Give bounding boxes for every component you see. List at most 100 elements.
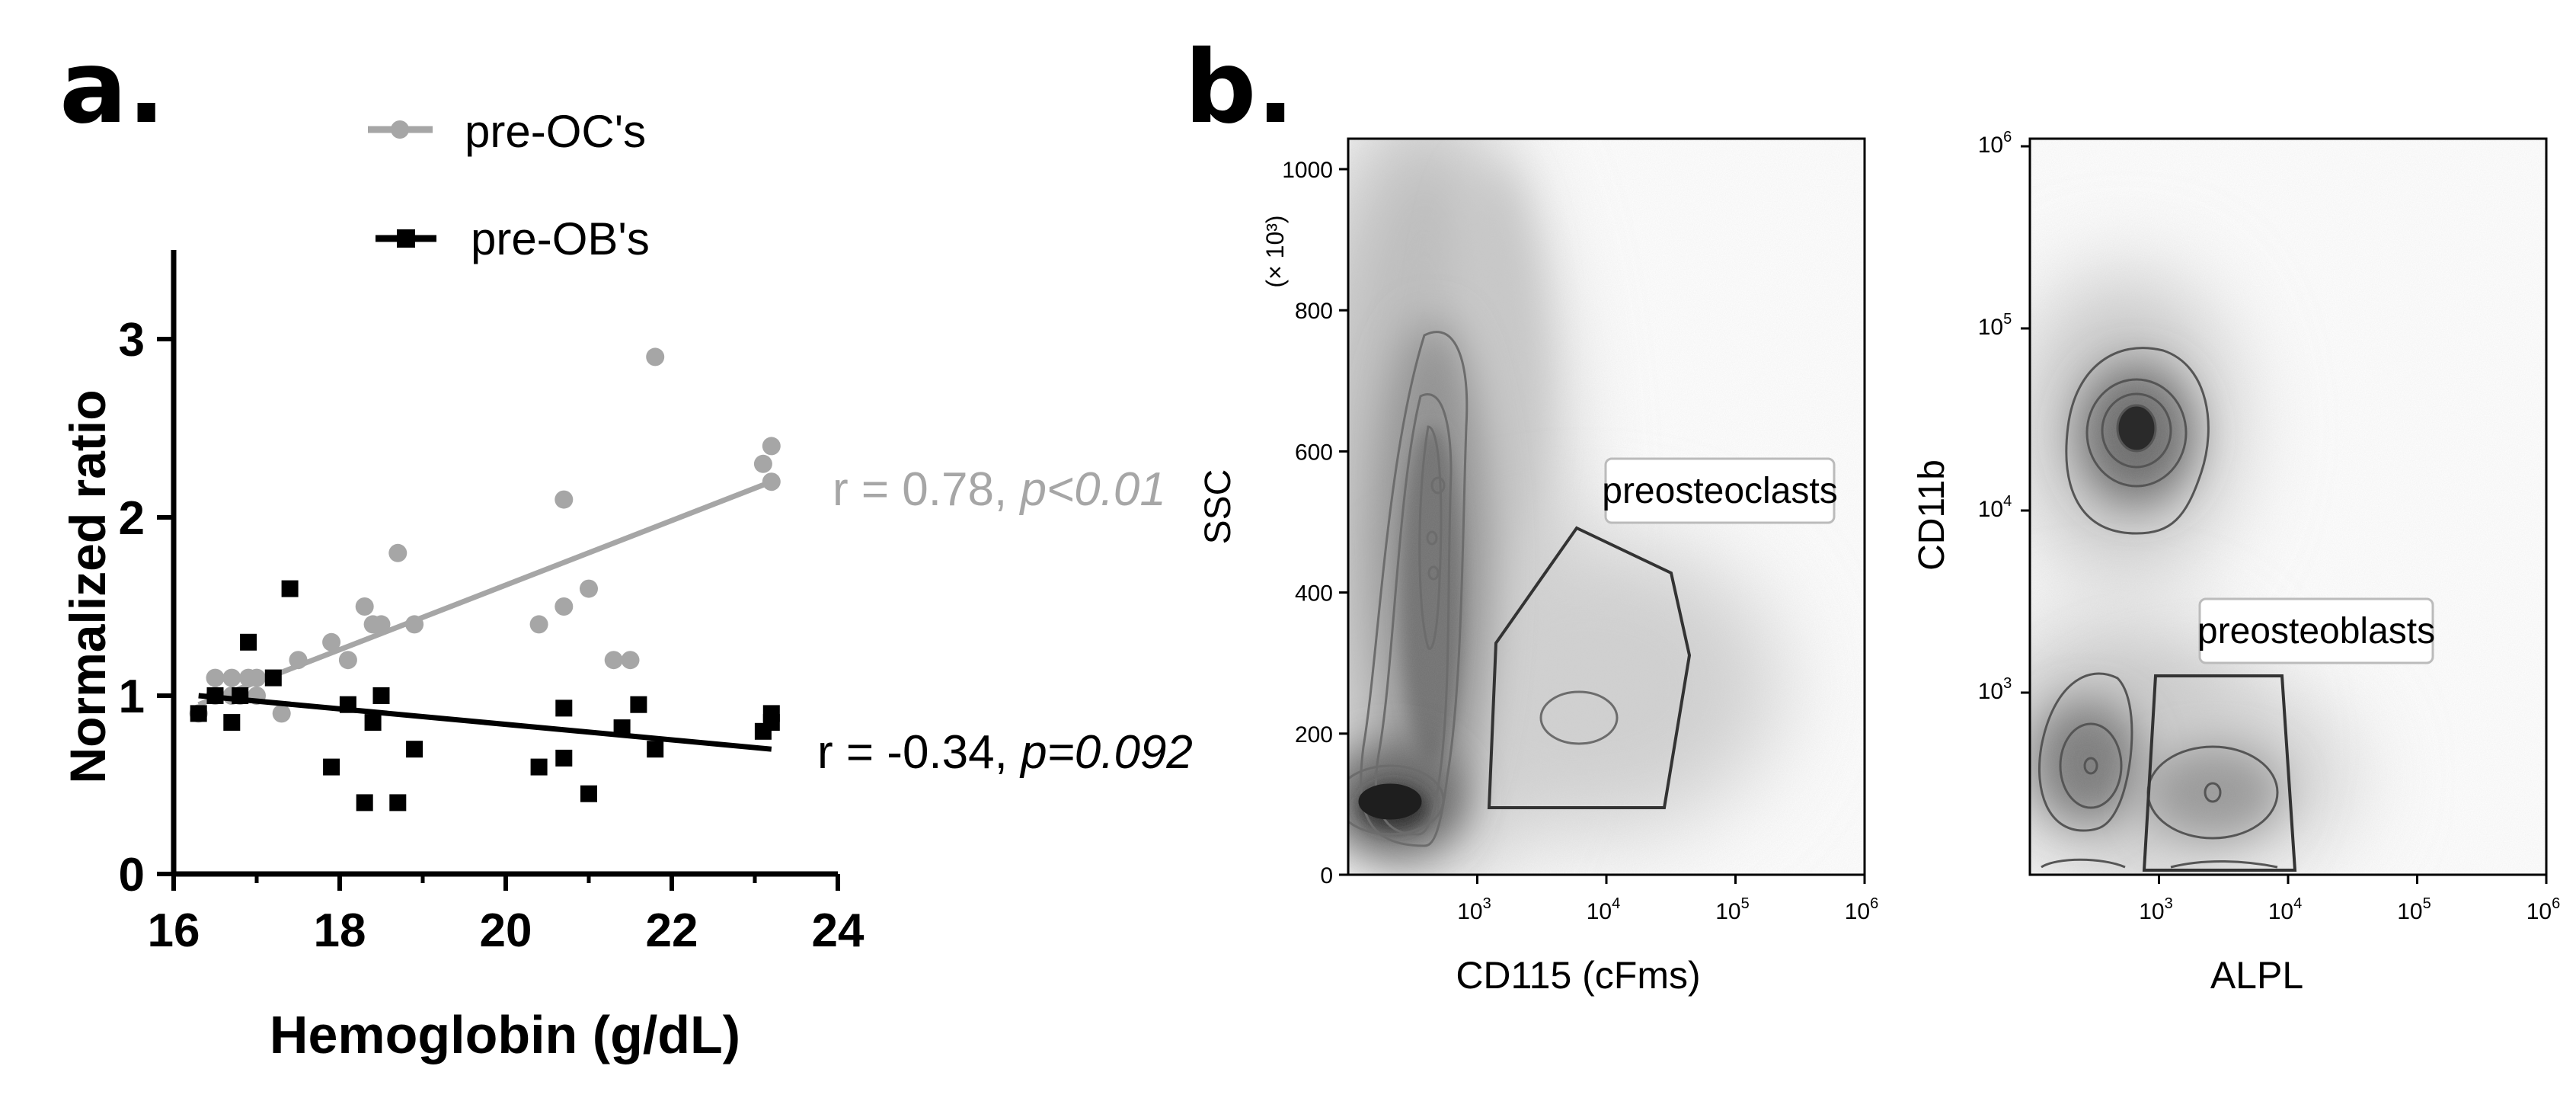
x-tick-label: 103 — [2139, 895, 2173, 924]
point-pre-oc — [646, 347, 665, 367]
y-tick-label: 1000 — [1282, 158, 1333, 183]
point-pre-ob — [406, 741, 423, 758]
point-pre-ob — [356, 794, 373, 811]
flow-plot-cd115: 103 104 105 106 0 200 400 600 800 1000 preosteocl… — [1198, 137, 1878, 997]
annotation-pre-oc-p: p<0.01 — [1018, 463, 1165, 516]
preosteoblasts-label: preosteoblasts — [2197, 597, 2435, 664]
point-pre-ob — [613, 719, 631, 737]
axis-ticks: 103 104 105 106 103 104 105 106 — [1978, 129, 2561, 924]
point-pre-ob — [323, 758, 340, 776]
y-tick-label: 1 — [119, 671, 145, 723]
point-pre-ob — [630, 696, 647, 713]
point-pre-ob — [206, 687, 224, 704]
y-tick-label: 104 — [1978, 493, 2012, 522]
y-tick-label: 106 — [1978, 129, 2012, 158]
point-pre-oc — [555, 597, 574, 616]
y-tick-label: 103 — [1978, 675, 2012, 704]
y-tick-label: 0 — [1320, 863, 1333, 888]
point-pre-ob — [389, 794, 407, 811]
legend-marker-pre-ob — [397, 229, 415, 248]
point-pre-oc — [248, 668, 266, 687]
y-axis-label: Normalized ratio — [59, 389, 116, 783]
point-pre-ob — [364, 714, 382, 731]
y-tick-label: 2 — [119, 492, 145, 545]
svg-text:preosteoblasts: preosteoblasts — [2197, 611, 2435, 651]
panel-b-letter: b. — [1184, 29, 1295, 146]
point-pre-oc — [388, 543, 407, 562]
x-tick-label: 105 — [1715, 895, 1750, 924]
preosteoclasts-gate[interactable] — [1487, 526, 1692, 809]
y-axis-unit: (× 10³) — [1261, 215, 1289, 287]
x-tick-label: 103 — [1457, 895, 1491, 924]
density-cloud — [2030, 139, 2546, 875]
panel-a-letter: a. — [59, 29, 165, 146]
y-axis-label: CD11b — [1912, 459, 1952, 571]
y-tick-label: 3 — [119, 314, 145, 367]
point-pre-oc — [529, 615, 548, 634]
point-pre-ob — [339, 696, 356, 713]
preosteoblasts-gate[interactable] — [2142, 674, 2297, 872]
legend: pre-OC's pre-OB's — [368, 106, 650, 264]
x-tick-label: 104 — [2268, 895, 2303, 924]
y-tick-label: 800 — [1295, 299, 1333, 324]
x-tick-label: 20 — [480, 904, 532, 957]
y-tick-label: 200 — [1295, 722, 1333, 747]
point-pre-ob — [530, 758, 548, 776]
legend-label-pre-ob: pre-OB's — [471, 213, 650, 264]
point-pre-oc — [206, 668, 225, 687]
x-tick-label: 18 — [314, 904, 366, 957]
legend-marker-pre-oc — [391, 120, 409, 139]
point-pre-ob — [555, 749, 573, 767]
point-pre-oc — [753, 454, 772, 473]
legend-label-pre-oc: pre-OC's — [465, 106, 646, 157]
point-pre-oc — [762, 437, 781, 456]
point-pre-oc — [289, 651, 308, 670]
density-cloud — [1348, 139, 1865, 875]
fit-line-pre-ob — [198, 693, 772, 752]
point-pre-oc — [322, 632, 341, 651]
point-pre-oc — [580, 579, 598, 598]
point-pre-ob — [281, 580, 299, 597]
point-pre-oc — [272, 704, 291, 723]
annotation-pre-ob: r = -0.34, p=0.092 — [817, 726, 1193, 779]
point-pre-oc — [762, 472, 781, 491]
y-tick-label: 400 — [1295, 581, 1333, 607]
point-pre-oc — [621, 651, 640, 670]
point-pre-ob — [580, 785, 597, 802]
point-pre-ob — [232, 687, 249, 704]
x-tick-label: 22 — [646, 904, 698, 957]
x-axis-label: Hemoglobin (g/dL) — [270, 1005, 740, 1064]
y-tick-label: 600 — [1295, 440, 1333, 465]
point-pre-oc — [405, 615, 424, 634]
x-tick-label: 106 — [1845, 895, 1879, 924]
y-tick-label: 0 — [119, 849, 145, 901]
annotation-pre-oc: r = 0.78, p<0.01 — [833, 463, 1166, 516]
axes: 16 18 20 22 24 0 1 2 3 — [119, 250, 865, 957]
annotation-pre-ob-r: r = -0.34, — [817, 726, 1021, 779]
y-tick-label: 105 — [1978, 311, 2012, 340]
point-pre-ob — [190, 705, 207, 722]
annotation-pre-ob-p: p=0.092 — [1019, 726, 1193, 779]
y-axis-label: SSC — [1198, 469, 1238, 545]
plot-marks — [189, 347, 781, 811]
preosteoclasts-label: preosteoclasts — [1602, 457, 1838, 524]
point-pre-oc — [372, 615, 391, 634]
x-tick-label: 24 — [812, 904, 865, 957]
point-pre-oc — [604, 651, 623, 670]
point-pre-ob — [762, 714, 780, 731]
point-pre-ob — [647, 741, 664, 758]
point-pre-oc — [338, 651, 357, 670]
point-pre-ob — [264, 669, 282, 687]
panel-a-scatter-chart: pre-OC's pre-OB's 16 18 20 22 24 0 1 2 3 Hemoglo… — [59, 106, 1193, 1064]
density-contours — [1348, 331, 1619, 847]
svg-text:preosteoclasts: preosteoclasts — [1602, 471, 1838, 511]
x-tick-label: 106 — [2526, 895, 2561, 924]
axis-ticks: 103 104 105 106 0 200 400 600 800 1000 — [1282, 158, 1878, 924]
density-contours — [2037, 347, 2279, 869]
point-pre-ob — [223, 714, 241, 731]
point-pre-ob — [240, 633, 257, 651]
point-pre-ob — [555, 699, 573, 717]
point-pre-oc — [355, 597, 374, 616]
